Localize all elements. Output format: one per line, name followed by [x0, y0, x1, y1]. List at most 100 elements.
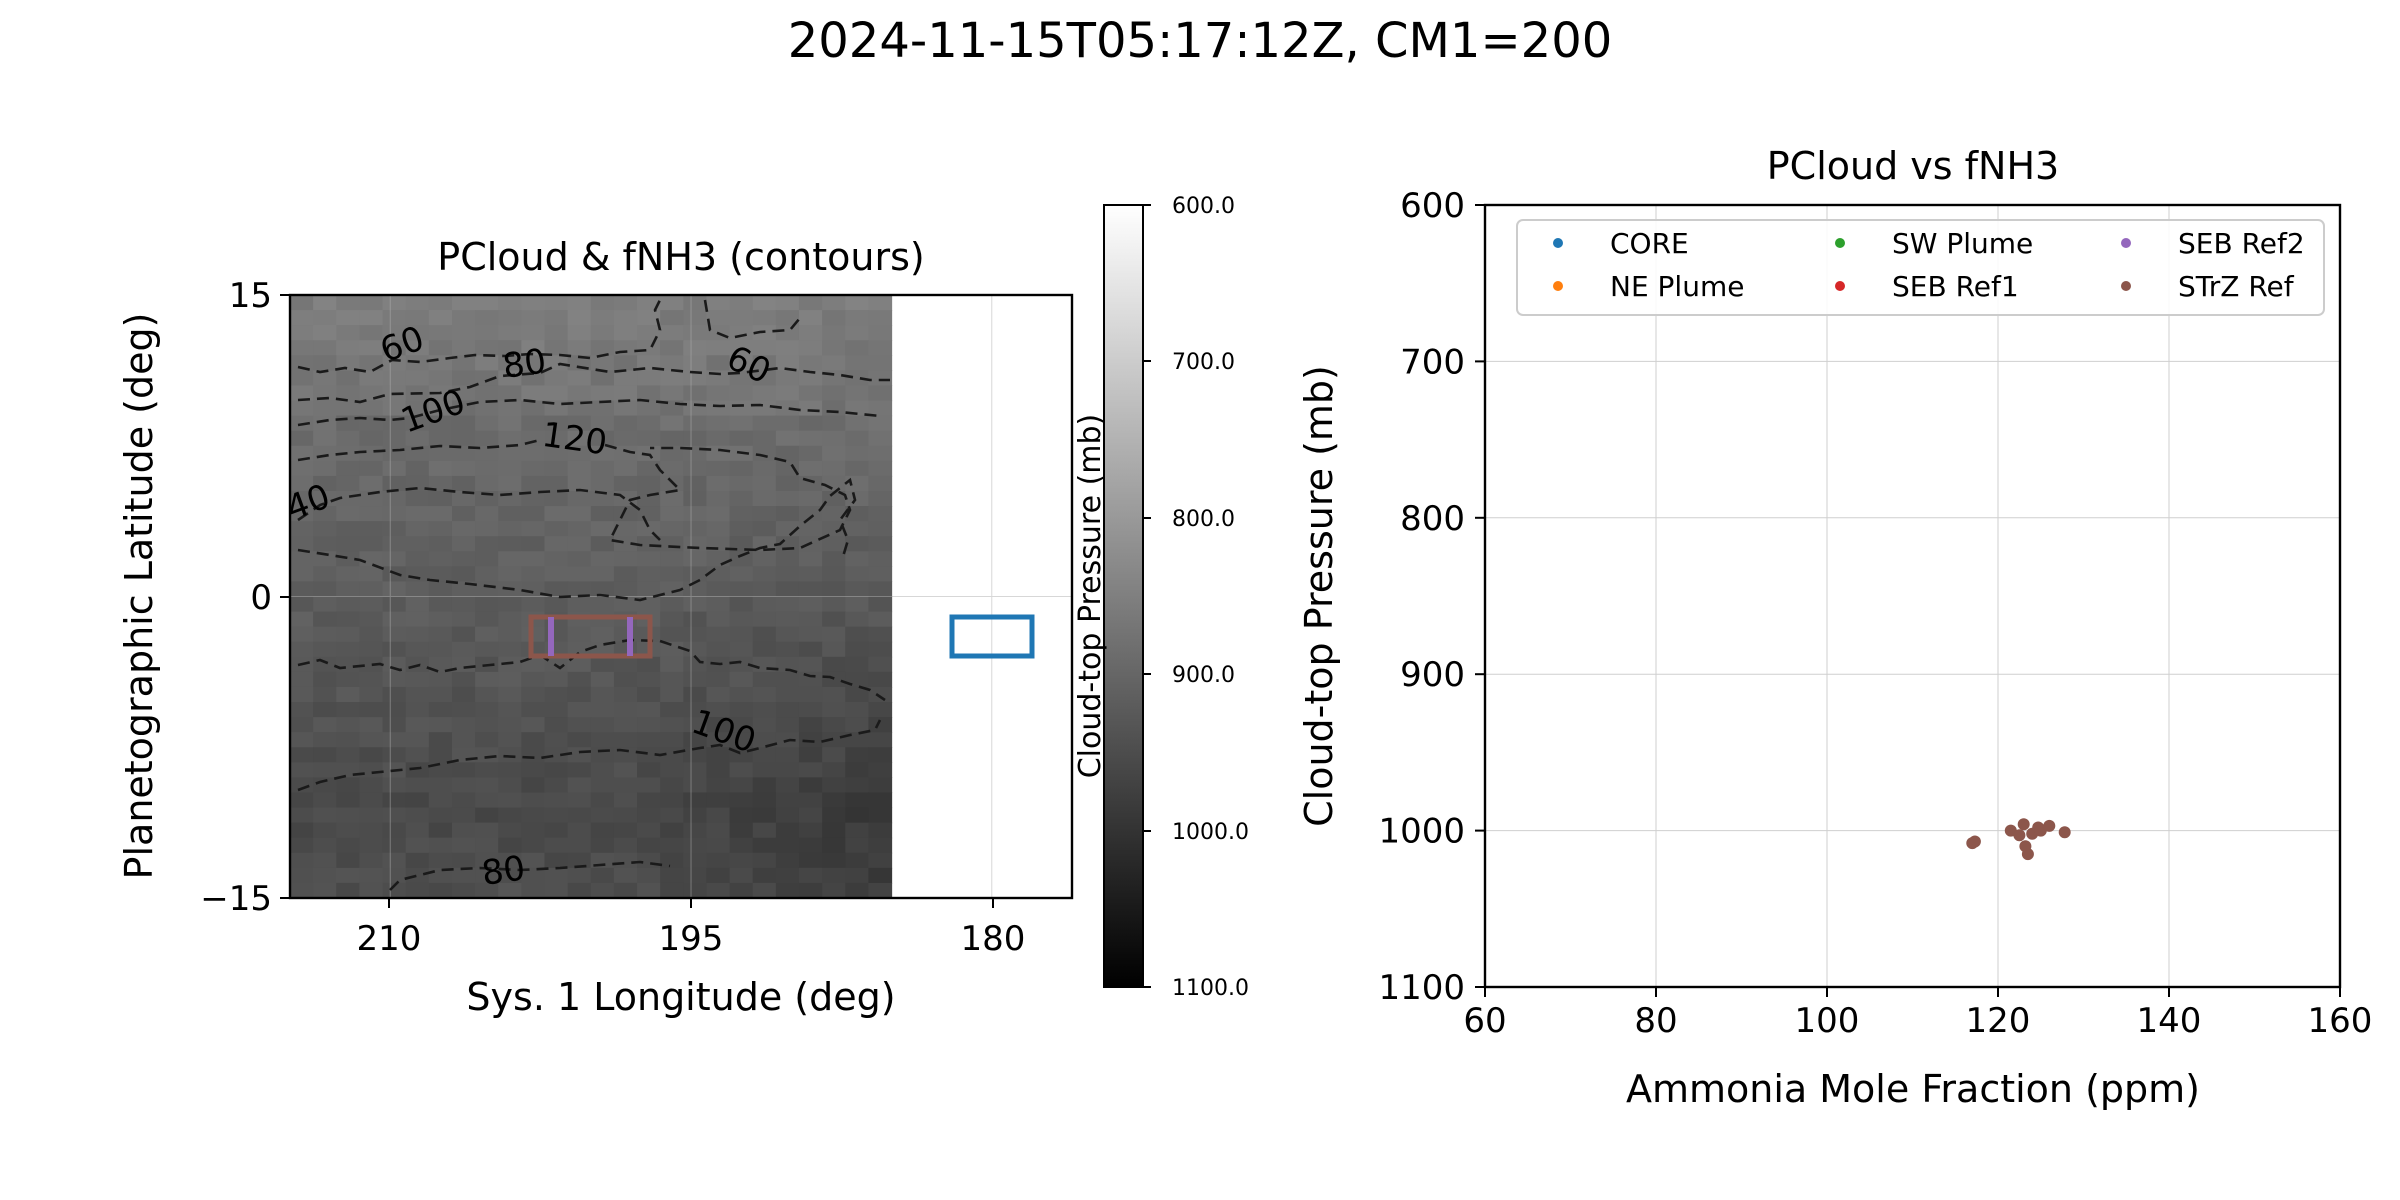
heatmap-cell: [382, 882, 407, 898]
heatmap-cell: [660, 656, 684, 673]
heatmap-cell: [752, 702, 777, 718]
heatmap-cell: [405, 370, 430, 387]
heatmap-cell: [683, 852, 708, 869]
heatmap-cell: [845, 717, 870, 733]
contour-label: 80: [479, 848, 527, 894]
heatmap-cell: [775, 551, 800, 567]
heatmap-cell: [544, 385, 569, 402]
heatmap-cell: [498, 325, 522, 341]
legend-marker: [2121, 238, 2131, 248]
heatmap-cell: [451, 702, 476, 718]
heatmap-cell: [313, 566, 337, 583]
heatmap-cell: [613, 310, 638, 326]
heatmap-cell: [845, 310, 870, 326]
heatmap-cell: [336, 400, 361, 417]
heatmap-cell: [868, 325, 893, 341]
heatmap-cell: [845, 882, 870, 898]
heatmap-cell: [706, 460, 731, 477]
heatmap-cell: [498, 852, 522, 869]
heatmap-cell: [683, 551, 708, 567]
heatmap-cell: [845, 732, 870, 748]
heatmap-cell: [683, 626, 708, 643]
heatmap-cell: [845, 807, 870, 824]
heatmap-cell: [752, 581, 777, 598]
heatmap-cell: [660, 671, 684, 688]
colorbar-tick-label: 600.0: [1172, 194, 1235, 219]
scatter-axes-frame: [1483, 203, 2342, 989]
heatmap-cell: [451, 882, 476, 898]
heatmap-cell: [822, 430, 846, 447]
heatmap-cell: [475, 475, 499, 492]
heatmap-cell: [752, 671, 777, 688]
heatmap-cell: [752, 837, 777, 854]
heatmap-cell: [290, 867, 314, 884]
heatmap-cell: [290, 882, 314, 898]
heatmap-cell: [729, 882, 754, 898]
heatmap-cell: [544, 852, 569, 869]
heatmap-cell: [521, 777, 546, 794]
heatmap-cell: [613, 671, 638, 688]
heatmap-cell: [752, 686, 777, 703]
heatmap-cell: [290, 521, 314, 537]
heatmap-cell: [313, 400, 337, 417]
heatmap-cell: [683, 460, 708, 477]
heatmap-cell: [637, 506, 661, 522]
heatmap-cell: [729, 671, 754, 688]
heatmap-cell: [637, 717, 661, 733]
heatmap-cell: [405, 295, 430, 311]
heatmap-cell: [313, 641, 337, 658]
heatmap-cell: [428, 747, 453, 763]
heatmap-cell: [451, 732, 476, 748]
heatmap-cell: [775, 490, 800, 507]
heatmap-cell: [729, 460, 754, 477]
heatmap-cell: [451, 295, 476, 311]
heatmap-cell: [405, 717, 430, 733]
heatmap-cell: [336, 732, 361, 748]
heatmap-cell: [752, 340, 777, 356]
heatmap-cell: [637, 777, 661, 794]
heatmap-cell: [845, 551, 870, 567]
heatmap-cell: [336, 475, 361, 492]
heatmap-cell: [660, 370, 684, 387]
heatmap-cell: [451, 310, 476, 326]
heatmap-cell: [544, 792, 569, 809]
heatmap-cell: [798, 310, 823, 326]
heatmap-cell: [567, 370, 592, 387]
heatmap-cell: [683, 385, 708, 402]
heatmap-cell: [475, 852, 499, 869]
heatmap-cell: [868, 717, 893, 733]
heatmap-cell: [498, 596, 522, 613]
heatmap-cell: [290, 671, 314, 688]
heatmap-cell: [290, 325, 314, 341]
heatmap-cell: [868, 762, 893, 778]
heatmap-cell: [451, 686, 476, 703]
heatmap-cell: [567, 385, 592, 402]
heatmap-cell: [336, 792, 361, 809]
heatmap-cell: [845, 596, 870, 613]
heatmap-cell: [451, 370, 476, 387]
heatmap-cell: [868, 355, 893, 371]
heatmap-cell: [475, 415, 499, 432]
heatmap-cell: [660, 430, 684, 447]
heatmap-cell: [359, 732, 384, 748]
heatmap-cell: [475, 310, 499, 326]
heatmap-cell: [475, 506, 499, 522]
heatmap-cell: [428, 415, 453, 432]
heatmap-cell: [521, 762, 546, 778]
heatmap-cell: [382, 355, 407, 371]
heatmap-cell: [613, 430, 638, 447]
heatmap-cell: [382, 747, 407, 763]
heatmap-cell: [590, 295, 615, 311]
heatmap-cell: [683, 882, 708, 898]
heatmap-cell: [798, 882, 823, 898]
heatmap-cell: [613, 355, 638, 371]
heatmap-cell: [775, 762, 800, 778]
heatmap-cell: [660, 837, 684, 854]
heatmap-cell: [775, 506, 800, 522]
heatmap-cell: [451, 807, 476, 824]
heatmap-cell: [683, 430, 708, 447]
heatmap-cell: [475, 566, 499, 583]
heatmap-cell: [313, 626, 337, 643]
heatmap-cell: [382, 310, 407, 326]
heatmap-cell: [590, 882, 615, 898]
